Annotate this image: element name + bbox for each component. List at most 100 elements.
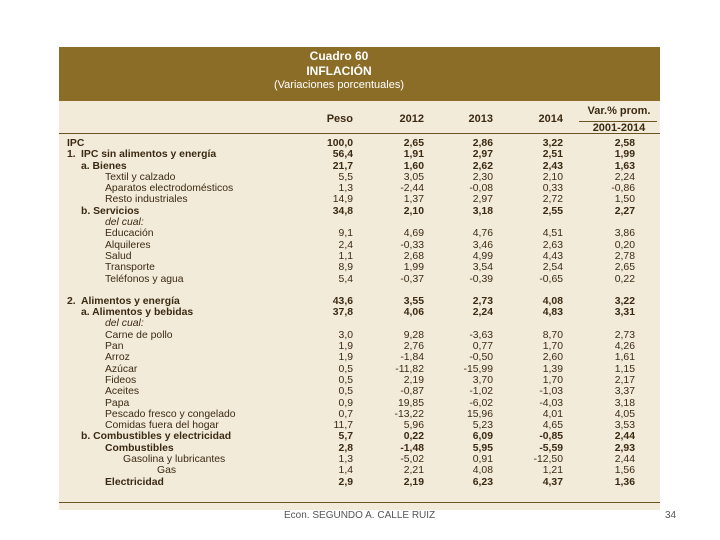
- col-header-2013: 2013: [468, 113, 493, 125]
- cell-value: -1,48: [400, 442, 424, 454]
- cell-value: -1,84: [400, 352, 424, 364]
- cell-value: 4,26: [614, 341, 635, 353]
- cell-value: 3,55: [403, 295, 424, 307]
- table-number: Cuadro 60: [309, 49, 369, 63]
- table-row: del cual:: [59, 217, 660, 228]
- cell-value: 15,96: [466, 408, 493, 420]
- cell-value: 56,4: [332, 149, 353, 161]
- cell-value: 2,44: [614, 431, 635, 443]
- table-row: Salud 1,1 2,68 4,99 4,43 2,78: [59, 251, 660, 262]
- table-row: Combustibles 2,8 -1,48 5,95 -5,59 2,93: [59, 443, 660, 454]
- cell-value: -1,03: [539, 386, 563, 398]
- cell-value: 4,08: [542, 295, 563, 307]
- cell-value: -4,03: [539, 397, 563, 409]
- row-label: Arroz: [105, 352, 130, 364]
- table-row: Aparatos electrodomésticos 1,3 -2,44 -0,08 0…: [59, 183, 660, 194]
- cell-value: 4,43: [542, 250, 563, 262]
- row-label: Pan: [105, 341, 124, 353]
- cell-value: -0,50: [469, 352, 493, 364]
- cell-value: 5,7: [338, 431, 353, 443]
- cell-value: 4,65: [542, 420, 563, 432]
- cell-value: 0,7: [338, 408, 353, 420]
- row-label: Transporte: [105, 262, 155, 274]
- cell-value: 2,73: [614, 329, 635, 341]
- row-label: Papa: [105, 397, 130, 409]
- cell-value: 9,1: [338, 228, 353, 240]
- cell-value: 1,9: [338, 341, 353, 353]
- row-label: del cual:: [105, 217, 144, 229]
- table-row: Pan 1,9 2,76 0,77 1,70 4,26: [59, 341, 660, 352]
- cell-value: 2,44: [614, 454, 635, 466]
- cell-value: 1,3: [338, 183, 353, 195]
- cell-value: 8,70: [542, 329, 563, 341]
- cell-value: 2,93: [614, 442, 635, 454]
- cell-value: 2,73: [472, 295, 493, 307]
- header-bottom-rule: [59, 133, 660, 134]
- table-row: Papa 0,9 19,85 -6,02 -4,03 3,18: [59, 398, 660, 409]
- row-label: b. Servicios: [81, 205, 140, 217]
- cell-value: 1,21: [542, 465, 563, 477]
- row-label: Alquileres: [105, 239, 151, 251]
- cell-value: 6,23: [472, 476, 493, 488]
- header-sub-rule: [579, 121, 657, 122]
- cell-value: 3,0: [338, 329, 353, 341]
- cell-value: 2,27: [614, 205, 635, 217]
- cell-value: 1,70: [542, 341, 563, 353]
- cell-value: 0,91: [472, 454, 493, 466]
- cell-value: 2,68: [403, 250, 424, 262]
- cell-value: 2,97: [472, 194, 493, 206]
- cell-value: 2,65: [614, 262, 635, 274]
- cell-value: 5,96: [403, 420, 424, 432]
- row-label: Salud: [105, 250, 132, 262]
- cell-value: -11,82: [395, 363, 424, 375]
- col-header-2014: 2014: [538, 113, 563, 125]
- table-row: Resto industriales 14,9 1,37 2,97 2,72 1,50: [59, 194, 660, 205]
- row-label: Fideos: [105, 374, 137, 386]
- cell-value: 3,46: [472, 239, 493, 251]
- cell-value: 43,6: [332, 295, 353, 307]
- cell-value: 8,9: [338, 262, 353, 274]
- cell-value: 37,8: [332, 307, 353, 319]
- cell-value: -2,44: [400, 183, 424, 195]
- row-label: Pescado fresco y congelado: [105, 408, 236, 420]
- cell-value: -0,37: [400, 273, 424, 285]
- cell-value: 2,58: [614, 138, 635, 149]
- cell-value: 1,50: [614, 194, 635, 206]
- cell-value: 2,10: [403, 205, 424, 217]
- cell-value: 2,10: [542, 171, 563, 183]
- table-row: Teléfonos y agua 5,4 -0,37 -0,39 -0,65 0,22: [59, 274, 660, 285]
- cell-value: 4,06: [403, 307, 424, 319]
- row-label: Aparatos electrodomésticos: [105, 183, 234, 195]
- cell-value: 11,7: [333, 420, 353, 432]
- cell-value: 0,9: [338, 397, 353, 409]
- cell-value: 100,0: [326, 138, 353, 149]
- cell-value: -15,99: [463, 363, 493, 375]
- cell-value: 2,21: [403, 465, 424, 477]
- row-label: b. Combustibles y electricidad: [81, 431, 232, 443]
- cell-value: 1,99: [614, 149, 635, 161]
- cell-value: 0,20: [614, 239, 635, 251]
- cell-value: 2,65: [403, 138, 424, 149]
- cell-value: 3,22: [614, 295, 635, 307]
- table-row: Educación 9,1 4,69 4,76 4,51 3,86: [59, 228, 660, 239]
- cell-value: 34,8: [332, 205, 353, 217]
- table-row: Textil y calzado 5,5 3,05 2,30 2,10 2,24: [59, 172, 660, 183]
- cell-value: 5,95: [472, 442, 493, 454]
- cell-value: 2,55: [542, 205, 563, 217]
- cell-value: 3,53: [614, 420, 635, 432]
- cell-value: 1,63: [614, 160, 635, 172]
- cell-value: 2,19: [403, 374, 424, 386]
- cell-value: 2,76: [403, 341, 424, 353]
- table-subtitle: (Variaciones porcentuales): [273, 79, 405, 91]
- cell-value: 4,99: [472, 250, 493, 262]
- row-number: 2.: [67, 295, 76, 307]
- cell-value: -0,65: [539, 273, 563, 285]
- table-row: Comidas fuera del hogar 11,7 5,96 5,23 4,65 3…: [59, 420, 660, 431]
- cell-value: 4,08: [472, 465, 493, 477]
- cell-value: -5,02: [400, 454, 424, 466]
- row-label: Gasolina y lubricantes: [123, 454, 226, 466]
- cell-value: -5,59: [539, 442, 563, 454]
- table-row: 1. IPC sin alimentos y energía 56,4 1,91 2,9…: [59, 149, 660, 160]
- table-row: Arroz 1,9 -1,84 -0,50 2,60 1,61: [59, 352, 660, 363]
- cell-value: 0,77: [472, 341, 493, 353]
